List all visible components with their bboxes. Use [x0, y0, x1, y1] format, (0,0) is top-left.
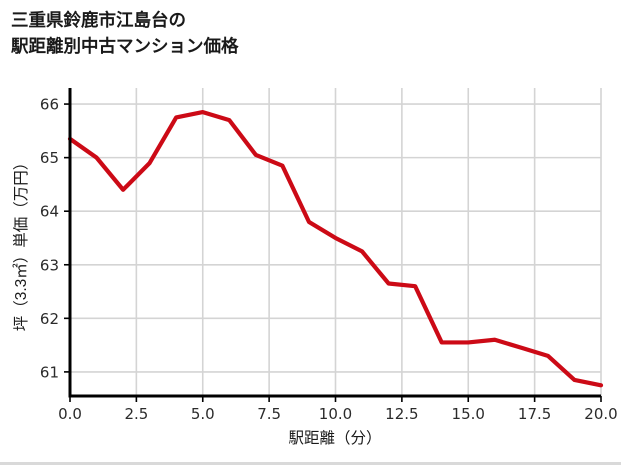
- data-series-line: [67, 110, 604, 388]
- y-tick-label: 66: [40, 96, 59, 114]
- x-tick-label: 7.5: [257, 405, 281, 423]
- chart-title-line1: 三重県鈴鹿市江島台の: [11, 10, 186, 30]
- y-tick-label: 62: [40, 310, 59, 328]
- y-tick-label: 63: [40, 256, 59, 274]
- x-tick-label: 12.5: [385, 405, 418, 423]
- y-tick-label: 64: [40, 203, 59, 221]
- x-tick-label: 15.0: [452, 405, 485, 423]
- x-tick-labels: 0.0 2.5 5.0 7.5 10.0 12.5 15.0 17.5 20.0: [58, 405, 618, 423]
- tick-marks: [64, 103, 602, 402]
- y-tick-label: 65: [40, 149, 59, 167]
- x-tick-label: 5.0: [191, 405, 215, 423]
- x-tick-label: 10.0: [319, 405, 352, 423]
- bottom-border: [0, 462, 621, 465]
- y-axis-title: 坪（3.3㎡）単価（万円）: [12, 155, 30, 332]
- x-tick-label: 20.0: [584, 405, 617, 423]
- y-tick-labels: 61 62 63 64 65 66: [40, 96, 59, 382]
- x-tick-label: 17.5: [518, 405, 551, 423]
- x-tick-label: 0.0: [58, 405, 82, 423]
- x-tick-label: 2.5: [124, 405, 148, 423]
- y-tick-label: 61: [40, 363, 59, 381]
- chart-title-line2: 駅距離別中古マンション価格: [11, 36, 239, 56]
- x-axis-title: 駅距離（分）: [288, 429, 381, 447]
